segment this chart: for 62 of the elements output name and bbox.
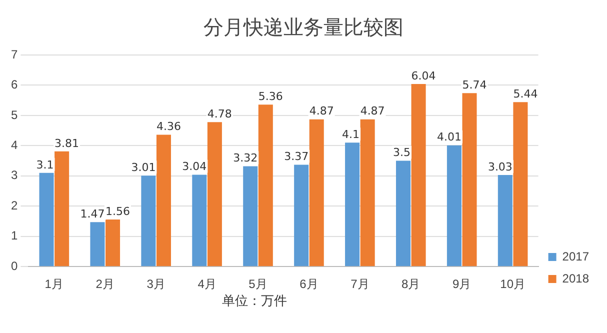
y-tick-label: 4 <box>10 138 18 152</box>
y-tick-label: 0 <box>10 258 18 273</box>
data-label: 1.56 <box>106 204 130 218</box>
bar <box>396 160 411 266</box>
data-label: 4.36 <box>156 120 181 134</box>
data-label: 1.47 <box>80 208 105 221</box>
data-label: 6.04 <box>411 69 436 82</box>
x-tick-label: 1月 <box>44 277 64 292</box>
data-label: 3.04 <box>182 160 207 174</box>
bar <box>411 84 426 266</box>
bar <box>106 219 120 266</box>
bar <box>258 104 273 266</box>
bar <box>39 172 54 266</box>
legend-label: 2018 <box>562 271 590 286</box>
bar <box>207 122 222 266</box>
y-tick-label: 1 <box>10 228 18 243</box>
x-tick-label: 4月 <box>198 277 216 292</box>
bar <box>513 102 528 266</box>
bar <box>243 166 258 266</box>
y-tick-label: 2 <box>10 198 18 212</box>
data-label: 4.87 <box>360 104 385 118</box>
y-tick-label: 6 <box>10 78 18 92</box>
legend-label: 2017 <box>562 249 590 264</box>
x-tick-label: 5月 <box>248 277 268 292</box>
bar <box>156 134 171 266</box>
data-label: 3.5 <box>393 146 411 160</box>
x-tick-label: 8月 <box>402 277 420 292</box>
bar <box>446 145 462 266</box>
bar <box>54 151 70 266</box>
x-tick-label: 7月 <box>350 277 370 292</box>
bar <box>90 222 105 266</box>
data-label: 4.1 <box>342 128 360 142</box>
data-label: 3.37 <box>284 150 309 164</box>
bar <box>345 142 360 266</box>
bar <box>498 175 512 266</box>
data-label: 4.78 <box>207 107 232 120</box>
bar <box>141 176 156 266</box>
x-tick-label: 3月 <box>146 277 166 292</box>
bar <box>360 119 375 266</box>
bar <box>294 164 309 266</box>
data-label: 3.32 <box>233 152 258 165</box>
x-tick-label: 2月 <box>96 277 114 292</box>
data-label: 4.87 <box>309 104 334 118</box>
data-label: 4.01 <box>436 130 462 144</box>
y-tick-label: 7 <box>10 47 18 62</box>
bar <box>462 93 477 266</box>
data-label: 5.36 <box>258 90 283 103</box>
data-label: 5.74 <box>462 78 487 92</box>
x-tick-label: 9月 <box>452 277 472 292</box>
chart-title: 分月快递业务量比较图 <box>202 14 404 41</box>
data-label: 5.44 <box>513 88 538 101</box>
y-tick-label: 3 <box>10 168 18 182</box>
data-label: 3.03 <box>488 160 512 174</box>
data-label: 3.81 <box>54 136 80 150</box>
data-label: 3.1 <box>36 158 54 172</box>
x-tick-label: 6月 <box>300 277 318 292</box>
x-tick-label: 10月 <box>500 277 526 292</box>
text: 单位：万件 <box>222 293 287 310</box>
y-tick-label: 5 <box>10 108 18 122</box>
data-label: 3.01 <box>131 160 156 174</box>
bar <box>309 119 324 266</box>
bar <box>192 174 207 266</box>
